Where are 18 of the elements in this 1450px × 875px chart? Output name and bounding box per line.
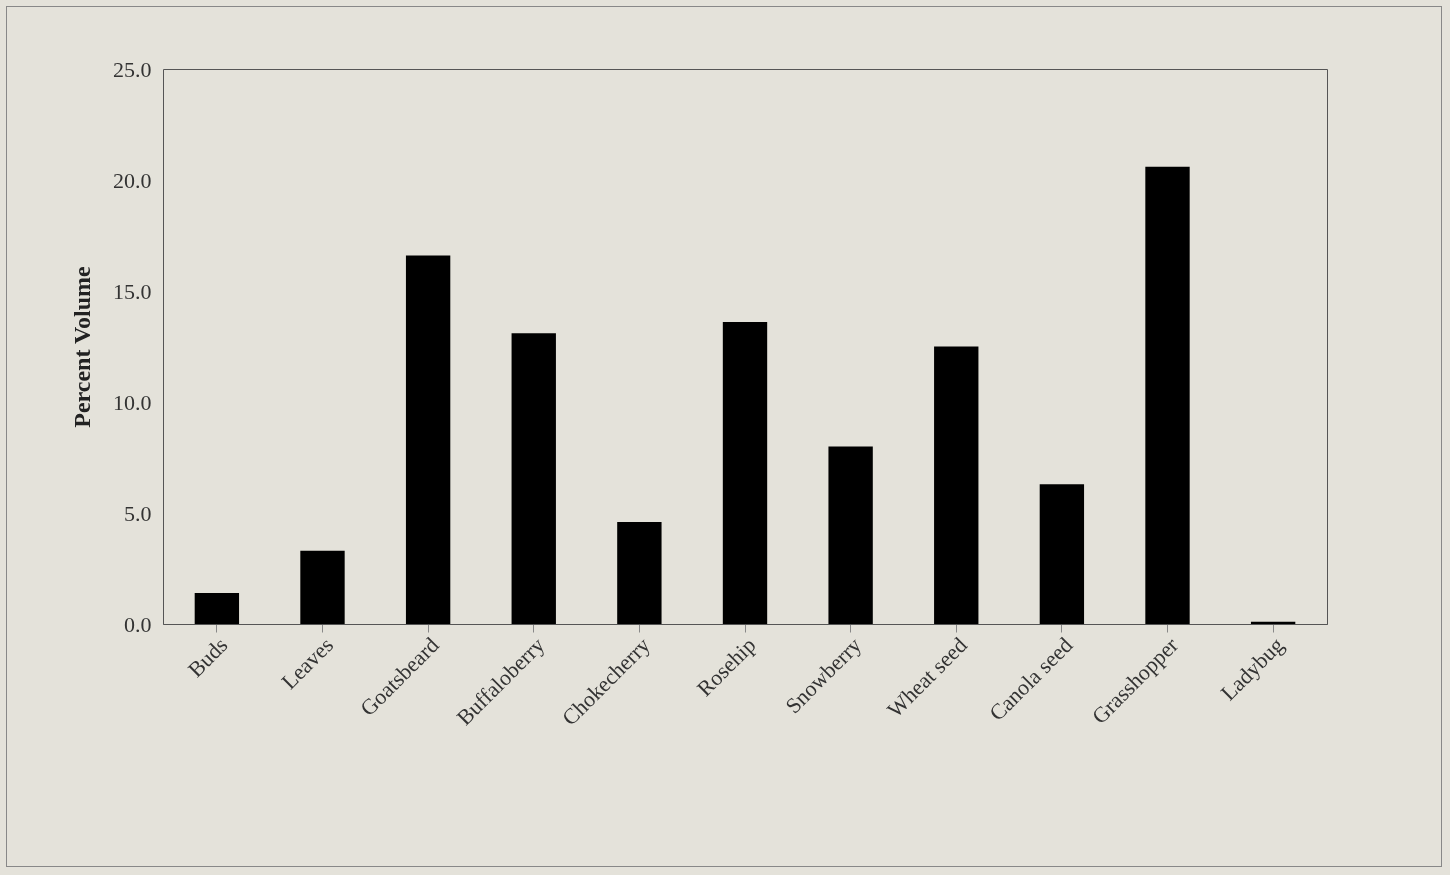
bar: [934, 346, 979, 624]
y-tick-label: 25.0: [113, 56, 152, 82]
bar: [194, 592, 240, 624]
y-tick-label: 0.0: [124, 611, 152, 637]
bar: [405, 255, 451, 624]
bar: [300, 550, 345, 624]
bar: [828, 446, 873, 624]
bar: [722, 322, 768, 624]
y-tick-label: 5.0: [124, 500, 152, 526]
bar: [617, 521, 662, 624]
y-tick-label: 10.0: [113, 389, 152, 415]
bar: [1145, 166, 1190, 624]
y-axis-title: Percent Volume: [69, 265, 95, 428]
bar: [1250, 621, 1296, 624]
y-tick-label: 20.0: [113, 167, 152, 193]
bar: [511, 333, 556, 624]
bar: [1039, 484, 1085, 624]
y-tick-label: 15.0: [113, 278, 152, 304]
